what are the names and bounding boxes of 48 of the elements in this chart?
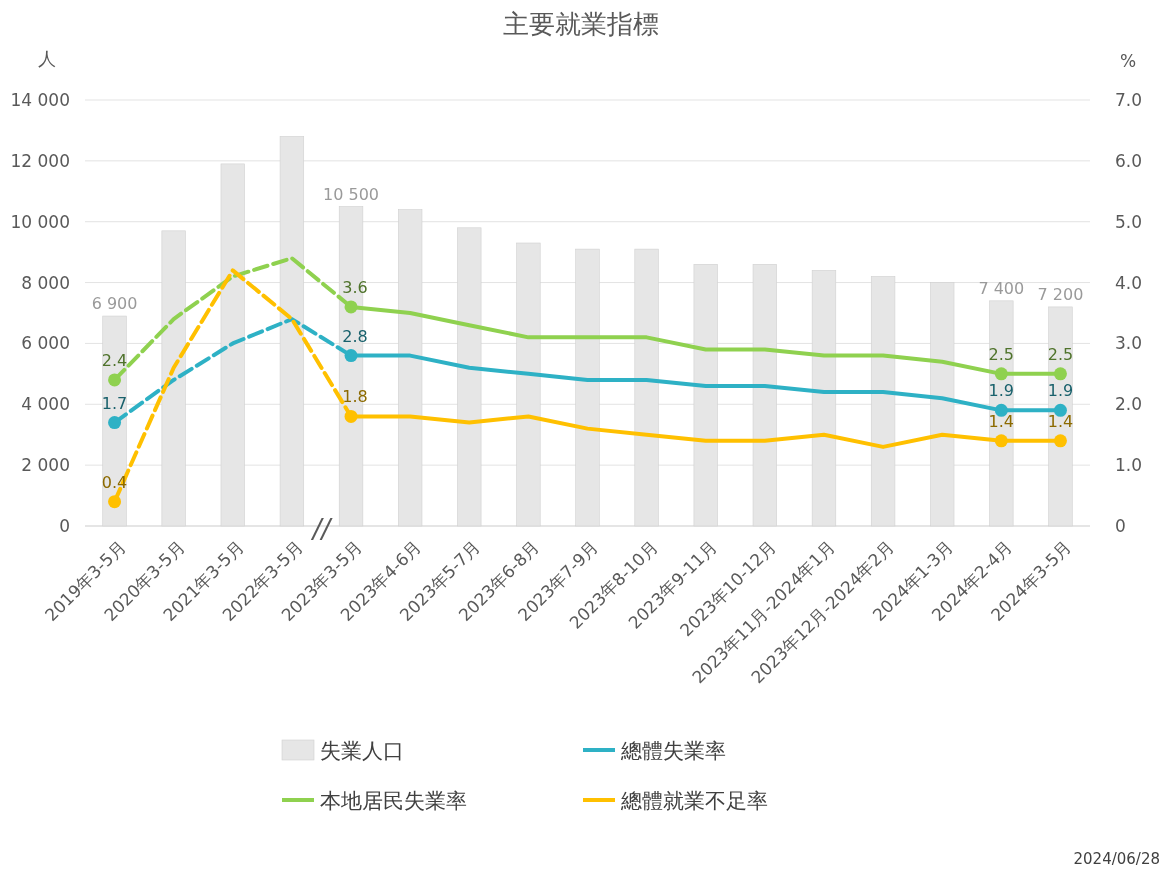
data-label: 2.5 <box>988 344 1015 364</box>
y-tick-label: 8 000 <box>21 272 70 293</box>
annotation: // <box>310 514 334 544</box>
data-label: 1.4 <box>988 411 1015 431</box>
y-tick-label: 14 000 <box>10 90 70 110</box>
legend-label: 總體就業不足率 <box>620 789 768 813</box>
point <box>1053 434 1067 448</box>
y-axis-title: 人 <box>38 48 56 69</box>
data-label: 1.9 <box>1047 381 1074 401</box>
y2-tick-label: 0 <box>1115 516 1126 536</box>
point <box>108 416 122 430</box>
data-label: 2.5 <box>1047 344 1074 364</box>
data-label: 3.6 <box>342 277 368 297</box>
y-tick-label: 2 000 <box>21 455 70 476</box>
y2-tick-label: 7.0 <box>1115 90 1143 110</box>
data-label: 7 400 <box>978 278 1025 298</box>
data-label: 6 900 <box>91 294 138 314</box>
y2-tick-label: 3.0 <box>1115 333 1143 354</box>
y2-tick-label: 5.0 <box>1115 211 1143 232</box>
point <box>108 373 122 387</box>
point <box>994 434 1008 448</box>
y2-tick-label: 4.0 <box>1115 272 1143 293</box>
legend-label: 總體失業率 <box>620 739 726 763</box>
data-label: 1.4 <box>1047 411 1074 431</box>
y2-tick-label: 6.0 <box>1115 150 1143 171</box>
data-label: 1.7 <box>101 393 128 413</box>
data-label: 2.4 <box>101 350 128 370</box>
data-label: 2.8 <box>342 326 368 346</box>
data-label: 0.4 <box>101 472 128 492</box>
y-tick-label: 10 000 <box>10 211 70 232</box>
y-tick-label: 4 000 <box>21 394 70 415</box>
data-label: 1.9 <box>988 381 1015 401</box>
y-tick-label: 0 <box>59 516 70 536</box>
point <box>994 367 1008 381</box>
legend-label: 本地居民失業率 <box>320 789 467 813</box>
y2-tick-label: 1.0 <box>1115 455 1143 476</box>
y2-axis-title: % <box>1119 51 1137 71</box>
data-label: 10 500 <box>323 184 380 204</box>
data-label: 7 200 <box>1037 284 1084 304</box>
point <box>108 495 122 509</box>
data-label: 1.8 <box>342 387 368 407</box>
legend-label: 失業人口 <box>320 739 404 763</box>
point <box>1053 367 1067 381</box>
y-tick-label: 12 000 <box>10 150 70 171</box>
y2-tick-label: 2.0 <box>1115 394 1143 415</box>
text: 2024/06/28 <box>1073 850 1160 868</box>
chart-title: 主要就業指標 <box>502 9 659 39</box>
y-tick-label: 6 000 <box>21 333 70 354</box>
